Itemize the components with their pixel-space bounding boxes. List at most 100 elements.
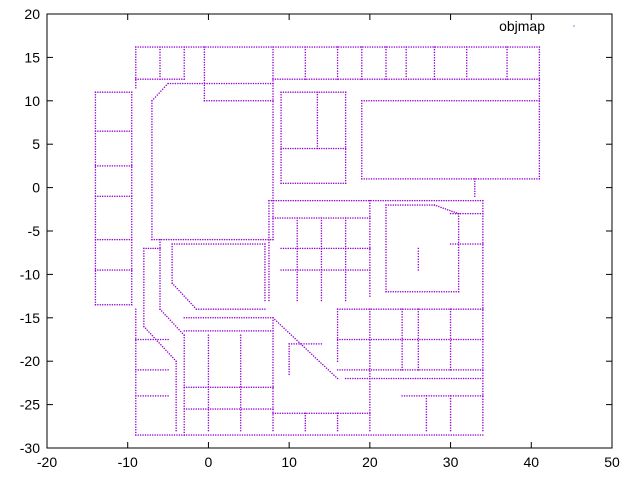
data-point <box>215 100 218 102</box>
data-point <box>449 424 452 427</box>
data-point <box>516 178 519 180</box>
data-point <box>140 369 142 371</box>
data-point <box>509 178 511 180</box>
data-point <box>160 344 162 346</box>
data-point <box>151 100 153 102</box>
data-point <box>352 412 354 415</box>
data-point <box>94 106 97 109</box>
data-point <box>250 408 253 410</box>
data-point <box>151 210 153 212</box>
data-point <box>477 308 479 310</box>
data-point <box>402 204 404 206</box>
data-point <box>143 265 145 268</box>
data-point <box>482 314 484 317</box>
data-point <box>344 338 346 341</box>
y-tick-label: 10 <box>24 93 40 109</box>
data-point <box>272 186 274 189</box>
data-point <box>385 308 387 310</box>
data-point <box>94 96 97 99</box>
data-point <box>262 330 265 332</box>
data-point <box>280 169 282 171</box>
data-point <box>369 318 371 321</box>
data-point <box>94 231 97 233</box>
data-point <box>296 224 298 227</box>
data-point <box>366 217 369 219</box>
data-point <box>330 269 333 271</box>
data-point <box>482 218 484 220</box>
data-point <box>342 247 345 250</box>
data-point <box>185 46 188 48</box>
data-point <box>344 266 347 268</box>
data-point <box>320 243 323 245</box>
data-point <box>453 308 455 310</box>
data-point <box>469 199 472 202</box>
data-point <box>377 434 380 436</box>
data-point <box>143 297 145 299</box>
data-point <box>425 421 428 424</box>
data-point <box>131 122 133 124</box>
data-point <box>135 74 137 76</box>
data-point <box>264 253 266 256</box>
data-point <box>311 269 314 271</box>
data-point <box>436 308 438 310</box>
data-point <box>414 434 416 436</box>
data-point <box>267 408 269 410</box>
data-point <box>326 434 329 436</box>
data-point <box>395 100 397 102</box>
data-point <box>506 51 508 54</box>
data-point <box>280 172 282 174</box>
data-point <box>407 78 410 80</box>
data-point <box>272 377 274 379</box>
data-point <box>256 243 259 245</box>
data-point <box>336 417 339 419</box>
data-point <box>502 100 504 102</box>
data-point <box>449 419 452 421</box>
data-point <box>349 269 352 271</box>
data-point <box>131 236 133 239</box>
data-point <box>239 383 242 385</box>
data-point <box>479 199 482 202</box>
data-point <box>264 248 266 250</box>
data-point <box>316 358 319 361</box>
data-point <box>457 277 460 280</box>
data-point <box>280 106 282 109</box>
x-tick-label: -10 <box>118 454 138 470</box>
data-point <box>116 238 118 241</box>
data-point <box>449 353 452 355</box>
data-point <box>144 78 147 80</box>
data-point <box>175 399 177 401</box>
data-point <box>385 267 387 269</box>
data-point <box>135 78 137 80</box>
data-point <box>425 416 428 419</box>
data-point <box>258 434 261 436</box>
data-point <box>264 266 266 268</box>
data-point <box>229 317 231 319</box>
data-point <box>320 281 323 284</box>
data-point <box>151 144 153 147</box>
data-point <box>229 46 231 48</box>
data-point <box>272 119 274 121</box>
data-point <box>135 381 137 384</box>
data-point <box>131 169 133 171</box>
data-point <box>465 377 467 380</box>
data-point <box>272 85 274 87</box>
data-point <box>175 404 177 406</box>
data-point <box>369 352 371 354</box>
data-point <box>171 251 173 253</box>
data-point <box>467 212 469 215</box>
data-point <box>143 252 145 255</box>
data-point <box>369 215 371 217</box>
data-point <box>361 146 363 149</box>
data-point <box>166 315 168 318</box>
data-point <box>292 46 294 48</box>
data-point <box>183 386 185 388</box>
data-point <box>330 217 332 219</box>
data-point <box>94 148 97 150</box>
data-point <box>363 338 365 341</box>
data-point <box>207 396 210 398</box>
data-point <box>392 178 395 180</box>
data-point <box>401 350 403 353</box>
data-point <box>458 78 461 80</box>
data-point <box>296 291 298 294</box>
data-point <box>397 100 400 102</box>
